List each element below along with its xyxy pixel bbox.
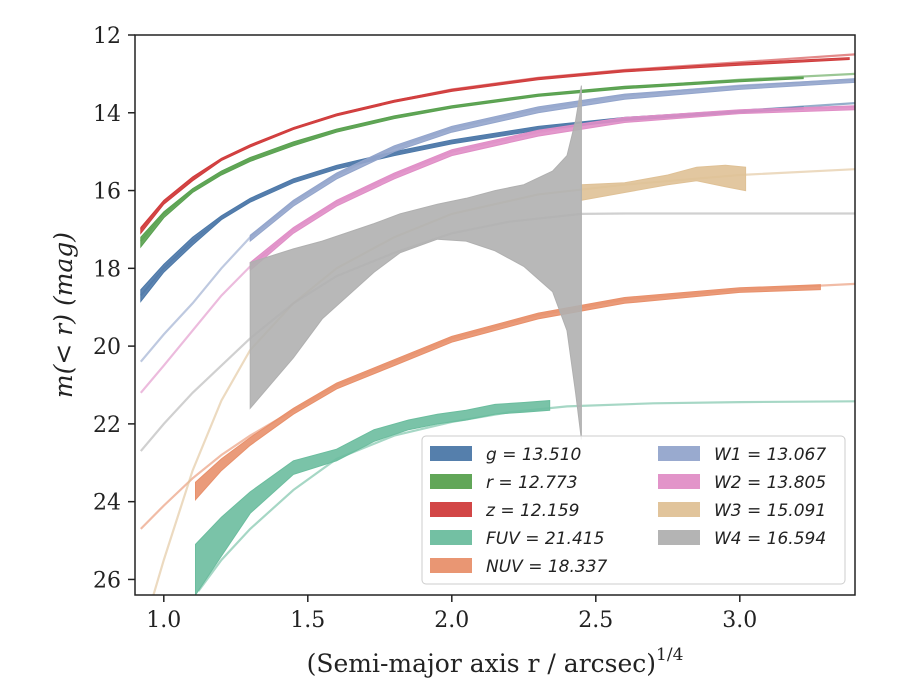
legend-label-r: r = 12.773 [486,473,578,493]
y-tick-label: 16 [93,180,121,205]
data-band-w3 [580,164,747,201]
legend-label-nuv: NUV = 18.337 [486,557,608,577]
x-tick-label: 3.0 [722,608,757,633]
plot-frame [134,34,856,596]
data-band-w1 [249,78,855,243]
legend-box [421,435,846,585]
x-axis-label-text: (Semi-major axis r / arcsec) [307,649,656,678]
legend-label-w3: W3 = 15.091 [714,501,826,521]
y-tick-label: 26 [93,568,121,593]
axis-ticks: 1.0 1.5 2.0 2.5 3.0 12 14 16 18 20 22 24 26 [93,24,757,633]
legend-label-w2: W2 = 13.805 [714,473,826,493]
data-bands [140,57,855,595]
x-tick-label: 1.5 [290,608,325,633]
legend-swatch-w2 [658,474,700,489]
legend-swatch-r [430,474,472,489]
x-tick-label: 2.5 [578,608,613,633]
x-axis-label: (Semi-major axis r / arcsec)1/4 [307,645,684,678]
data-band-nuv [195,284,821,502]
legend-swatch-g [430,446,472,461]
x-tick-label: 2.0 [434,608,469,633]
legend: g = 13.510 r = 12.773 z = 12.159 FUV = 21.4… [421,435,846,585]
data-band-z [140,57,850,235]
legend-swatch-nuv [430,558,472,573]
y-tick-label: 24 [93,491,121,516]
data-band-r [140,76,804,249]
y-axis-label: m(< r) (mag) [49,232,78,398]
y-tick-label: 12 [93,24,121,49]
legend-label-w4: W4 = 16.594 [714,529,826,549]
y-tick-label: 22 [93,413,121,438]
legend-swatch-w1 [658,446,700,461]
legend-swatch-fuv [430,530,472,545]
legend-label-g: g = 13.510 [486,445,581,465]
legend-label-z: z = 12.159 [485,501,579,521]
legend-label-w1: W1 = 13.067 [714,445,826,465]
x-axis-label-exponent: 1/4 [656,645,683,665]
model-curve-fuv [197,400,855,592]
legend-swatch-z [430,502,472,517]
y-tick-label: 14 [93,102,121,127]
legend-swatch-w3 [658,502,700,517]
data-band-fuv [195,400,551,595]
y-tick-label: 18 [93,257,121,282]
data-band-w2 [249,105,855,272]
legend-swatch-w4 [658,530,700,545]
x-tick-label: 1.0 [146,608,181,633]
legend-label-fuv: FUV = 21.415 [486,529,604,549]
y-tick-label: 20 [93,335,121,360]
